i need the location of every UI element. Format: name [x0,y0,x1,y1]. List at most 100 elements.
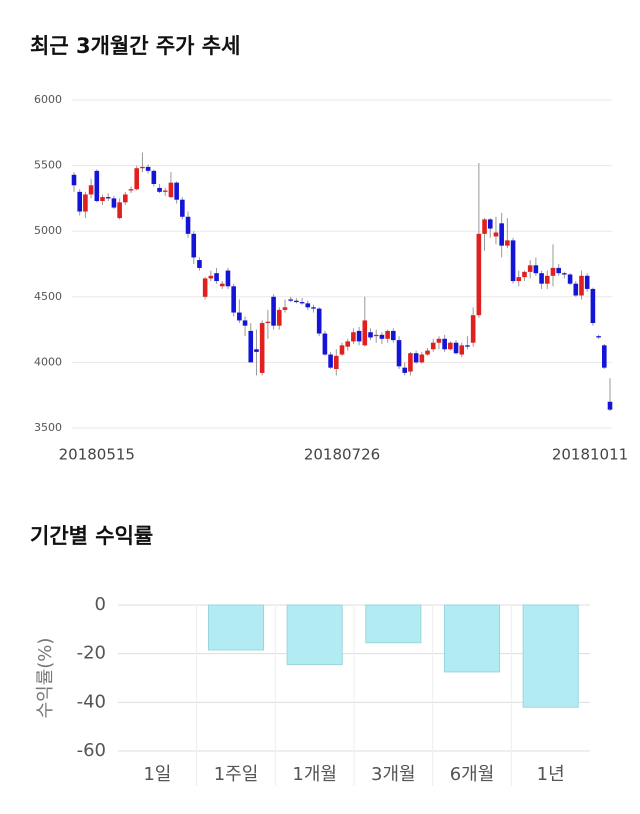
candle-body [345,341,351,347]
candle-body [425,350,430,355]
candle-body [442,338,447,350]
candle-body [288,299,293,301]
x-tick-label: 1개월 [292,764,337,785]
candle-body [311,307,316,309]
candle-body [584,275,590,289]
x-tick-label: 20181011 [552,446,628,464]
candle-body [77,191,83,212]
candle-body [225,270,231,287]
candle-body [391,330,396,341]
candle-body [100,197,105,202]
candle-body [282,307,288,310]
candle-body [123,194,128,203]
candle-body [533,265,539,274]
candle-body [128,189,134,191]
bar [207,604,265,651]
y-tick-label: -60 [77,740,106,761]
candle-body [242,320,248,326]
x-tick-label: 6개월 [450,764,495,785]
bar [522,604,579,708]
candle-body [271,296,276,326]
x-tick-label: 20180515 [59,446,135,464]
candle-body [88,185,94,195]
candle-body [197,260,202,268]
candle-body [402,367,408,373]
x-tick-label: 20180726 [304,446,380,464]
candle-body [590,288,596,324]
x-tick-label: 1주일 [214,764,259,785]
candle-body [185,216,191,234]
candle-body [134,168,140,190]
y-tick-label: 5000 [34,224,62,237]
candle-body [208,275,214,279]
candle-body [482,219,487,234]
candle-body [385,330,390,339]
candle-body [248,330,254,363]
candle-body [465,345,470,347]
candle-body [105,197,111,199]
candle-body [527,265,533,272]
candle-body [362,320,368,346]
candle-body [539,273,544,284]
candle-body [316,308,322,334]
candle-body [368,332,373,338]
y-tick-label: 6000 [34,93,62,106]
candle-body [567,274,573,284]
candle-body [219,283,225,287]
y-tick-label: 4500 [34,290,62,303]
candle-body [162,190,168,192]
candle-body [83,194,88,212]
candle-body [231,286,236,313]
y-tick-label: 3500 [34,421,62,434]
candle-body [265,321,271,324]
candle-body [328,354,333,368]
candle-body [470,315,476,343]
candle-body [351,332,356,342]
candle-body [556,267,561,274]
candle-body [339,345,345,355]
candle-body [408,353,413,372]
candle-body [202,278,208,297]
candle-body [562,273,567,275]
y-tick-label: -20 [77,643,106,664]
candle-body [180,199,185,217]
candle-body [214,273,219,282]
candle-body [145,166,151,171]
candle-body [237,312,242,321]
candle-body [550,267,556,276]
y-axis-label: 수익률(%) [35,638,56,719]
candle-body [174,182,179,200]
candle-body [379,334,385,339]
candle-body [453,342,459,354]
candle-body [413,353,419,363]
x-tick-label: 1일 [143,764,171,785]
candle-body [140,166,145,169]
y-tick-label: -40 [77,691,106,712]
candle-body [157,187,162,192]
candle-body [573,283,579,296]
candle-body [419,354,425,363]
candle-body [276,309,282,326]
candle-body [510,240,516,282]
candle-body [259,323,265,373]
candle-body [254,349,259,352]
candle-body [505,240,510,246]
candle-body [322,333,328,355]
candle-body [333,355,339,369]
candle-body [117,202,122,219]
candle-body [356,330,362,342]
y-tick-label: 5500 [34,159,62,172]
candle-body [94,170,100,202]
candle-body [299,302,305,304]
candle-body [305,303,311,308]
candle-body [448,342,453,350]
candle-body [544,275,550,284]
candle-body [151,170,157,184]
candle-body [516,277,522,282]
candle-body [191,233,197,258]
candle-body [607,401,613,410]
bar [365,604,422,644]
candle-body [476,233,482,316]
chart-title: 최근 3개월간 주가 추세 [30,34,240,58]
candle-body [396,340,402,367]
